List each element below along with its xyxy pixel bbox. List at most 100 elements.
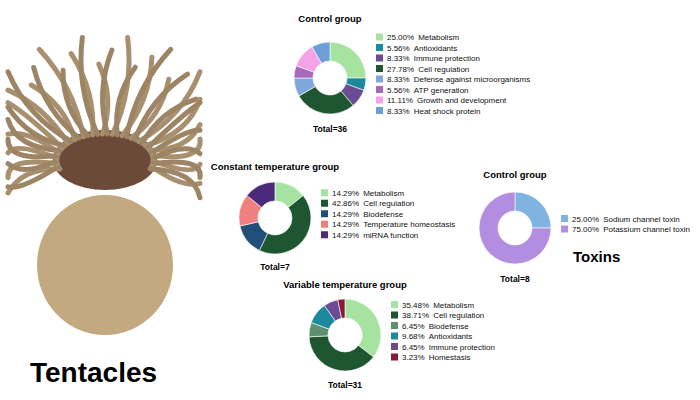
anemone-tentacle bbox=[103, 50, 112, 134]
legend-swatch bbox=[321, 221, 328, 228]
slices bbox=[309, 299, 381, 371]
figure: Tentacles Control group Total=36 25.00% Meta… bbox=[0, 0, 700, 400]
anemone-tentacle bbox=[150, 169, 200, 198]
legend-swatch bbox=[376, 44, 383, 51]
legend-swatch bbox=[376, 34, 383, 41]
anemone-column bbox=[37, 195, 173, 335]
legend-swatch bbox=[376, 76, 383, 83]
illustration bbox=[8, 38, 200, 335]
slice bbox=[312, 42, 330, 63]
slice bbox=[259, 196, 311, 254]
legend-value: 14.29% bbox=[332, 231, 359, 240]
legend-value: 14.29% bbox=[332, 189, 359, 198]
legend-category: Cell regulation bbox=[418, 65, 469, 74]
legend-entry: 6.45%Biodefense bbox=[402, 322, 469, 331]
legend-swatch bbox=[391, 343, 398, 350]
anemone-tentacle bbox=[153, 149, 200, 158]
slices bbox=[479, 192, 551, 264]
slice bbox=[515, 192, 551, 228]
slices bbox=[294, 42, 366, 114]
legend-entry: 25.00%Sodium channel toxin bbox=[572, 215, 680, 224]
legend-value: 14.29% bbox=[332, 210, 359, 219]
legend-value: 6.45% bbox=[402, 322, 425, 331]
legend-swatch bbox=[321, 210, 328, 217]
chart-title: Control group bbox=[298, 13, 362, 24]
legend-swatch bbox=[391, 301, 398, 308]
legend-value: 25.00% bbox=[387, 33, 414, 42]
legend-entry: 8.33% Immune protection bbox=[387, 54, 480, 63]
legend-entry: 9.68%Antioxidants bbox=[402, 332, 472, 341]
legend-value: 8.33% bbox=[387, 54, 410, 63]
donut-chart: Constant temperature group Total=7 14.29%M… bbox=[211, 161, 455, 272]
legend-category: Temperature homeostasis bbox=[363, 220, 455, 229]
legend-category: Antioxidants bbox=[414, 44, 458, 53]
legend-category: Homestasis bbox=[429, 353, 471, 362]
legend-category: Biodefense bbox=[363, 210, 404, 219]
legend-entry: 35.48% Metabolism bbox=[402, 301, 474, 310]
legend-category: ATP generation bbox=[414, 86, 469, 95]
legend-swatch bbox=[376, 86, 383, 93]
legend-entry: 5.56% ATP generation bbox=[387, 86, 469, 95]
legend-entry: 5.56% Antioxidants bbox=[387, 44, 457, 53]
legend-category: Immune protection bbox=[414, 54, 480, 63]
legend-category: Cell regulation bbox=[433, 311, 484, 320]
legend-value: 5.56% bbox=[387, 44, 410, 53]
legend-swatch bbox=[391, 333, 398, 340]
slice bbox=[330, 42, 366, 78]
legend-value: 8.33% bbox=[387, 107, 410, 116]
legend-category: Immune protection bbox=[429, 343, 495, 352]
legend-value: 42.86% bbox=[332, 199, 359, 208]
legend-value: 6.45% bbox=[402, 343, 425, 352]
legend-value: 5.56% bbox=[387, 86, 410, 95]
legend-entry: 14.29% miRNA function bbox=[332, 231, 418, 240]
slice bbox=[345, 299, 381, 357]
legend-value: 38.71% bbox=[402, 311, 429, 320]
total-annotation: Total=31 bbox=[328, 380, 362, 390]
legend-category: Cell regulation bbox=[363, 199, 414, 208]
legend-category: Metabolism bbox=[418, 33, 459, 42]
legend-swatch bbox=[561, 226, 568, 233]
donut-chart: Control groupTotal=825.00%Sodium channel… bbox=[479, 169, 690, 284]
legend-entry: 14.29%Metabolism bbox=[332, 189, 404, 198]
legend-category: Antioxidants bbox=[429, 332, 473, 341]
legend-category: Potassium channel toxin bbox=[603, 225, 690, 234]
legend-category: Defense against microorganisms bbox=[414, 75, 531, 84]
legend-value: 11.11% bbox=[387, 96, 413, 105]
legend-swatch bbox=[376, 65, 383, 72]
legend-entry: 14.29%Temperature homeostasis bbox=[332, 220, 455, 229]
chart-title: Control group bbox=[483, 169, 547, 180]
chart-title: Constant temperature group bbox=[211, 161, 339, 172]
legend-value: 3.23% bbox=[402, 353, 425, 362]
donut-chart: Control group Total=36 25.00% Metabolism 5.5… bbox=[294, 13, 530, 134]
legend-entry: 75.00% Potassium channel toxin bbox=[572, 225, 690, 234]
figure-label: Tentacles bbox=[30, 357, 157, 388]
legend: 35.48% Metabolism 38.71% Cell regulation 6.4… bbox=[391, 301, 495, 363]
legend-entry: 38.71% Cell regulation bbox=[402, 311, 484, 320]
legend-category: miRNA function bbox=[363, 231, 418, 240]
legend-value: 35.48% bbox=[402, 301, 429, 310]
legend-entry: 8.33% Defense against microorganisms bbox=[387, 75, 530, 84]
legend-entry: 42.86% Cell regulation bbox=[332, 199, 414, 208]
legend-value: 8.33% bbox=[387, 75, 410, 84]
legend-category: Metabolism bbox=[433, 301, 474, 310]
legend-entry: 8.33% Heat shock protein bbox=[387, 107, 480, 116]
slices bbox=[239, 182, 311, 254]
donut-chart: Variable temperature groupTotal=3135.48%… bbox=[283, 279, 495, 390]
slice bbox=[247, 182, 275, 207]
slice bbox=[240, 222, 268, 251]
slice bbox=[338, 299, 345, 318]
legend: 14.29%Metabolism42.86% Cell regulation 14.… bbox=[321, 189, 455, 240]
legend-value: 75.00% bbox=[572, 225, 599, 234]
legend-category: Sodium channel toxin bbox=[603, 215, 680, 224]
anemone-tentacle bbox=[81, 38, 98, 135]
anemone-tentacle bbox=[8, 162, 58, 178]
slice bbox=[479, 192, 551, 264]
legend-entry: 3.23% Homestasis bbox=[402, 353, 470, 362]
chart-subtitle: Toxins bbox=[573, 248, 620, 265]
total-annotation: Total=7 bbox=[260, 262, 290, 272]
legend-entry: 14.29% Biodefense bbox=[332, 210, 404, 219]
legend-entry: 25.00% Metabolism bbox=[387, 33, 459, 42]
legend-swatch bbox=[321, 200, 328, 207]
total-annotation: Total=36 bbox=[313, 124, 347, 134]
legend-category: Heat shock protein bbox=[414, 107, 481, 116]
